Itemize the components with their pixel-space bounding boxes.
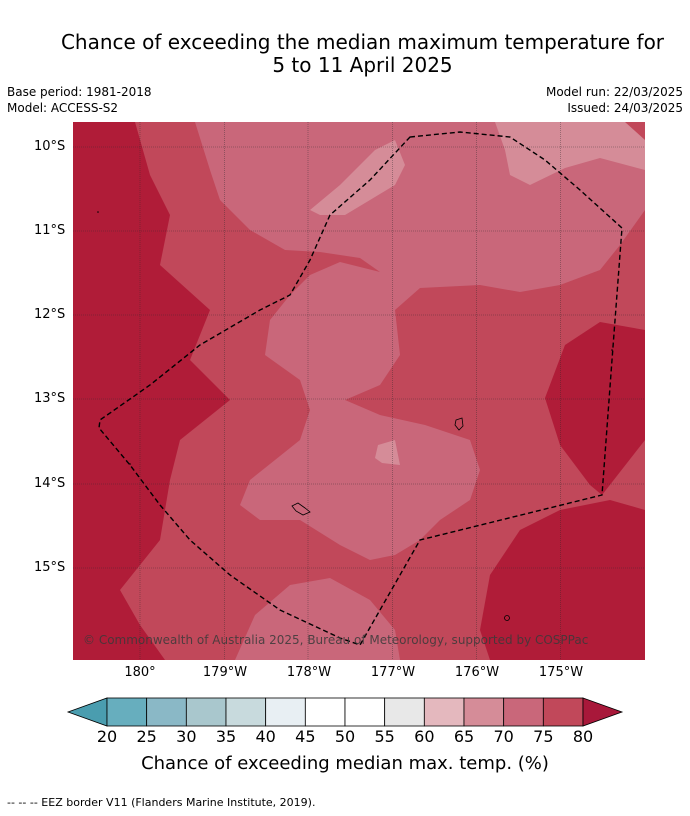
colorbar-segment [106, 697, 148, 727]
base-period: Base period: 1981-2018 [7, 85, 152, 99]
colorbar-over-arrow [582, 697, 624, 727]
region-70-central [195, 122, 645, 560]
colorbar-tick-label: 25 [136, 727, 157, 746]
region-80-southeast [480, 500, 645, 660]
lat-label-13s: 13°S [34, 391, 66, 406]
colorbar-tick-label: 60 [414, 727, 435, 746]
map-area [73, 122, 645, 660]
lon-label-176w: 176°W [454, 665, 500, 680]
lat-label-11s: 11°S [34, 223, 66, 238]
island-dot-southwest [129, 463, 131, 465]
colorbar-segment [265, 697, 306, 727]
colorbar-tick-label: 35 [215, 727, 237, 746]
island-futuna [291, 502, 311, 516]
island-dot-east [611, 349, 613, 351]
map-title: Chance of exceeding the median maximum t… [40, 31, 685, 77]
colorbar-segment [384, 697, 425, 727]
meta-left: Base period: 1981-2018 Model: ACCESS-S2 [7, 84, 152, 116]
region-65-northeast [495, 122, 645, 185]
lat-label-15s: 15°S [34, 560, 66, 575]
colorbar-segment [503, 697, 544, 727]
colorbar-tick-label: 70 [493, 727, 514, 746]
graticule [73, 122, 645, 660]
title-line-1: Chance of exceeding the median maximum t… [60, 30, 665, 54]
colorbar-tick-label: 20 [96, 727, 118, 746]
title-line-2: 5 to 11 April 2025 [272, 53, 453, 77]
colorbar-segment [304, 697, 346, 727]
meta-right: Model run: 22/03/2025 Issued: 24/03/2025 [546, 84, 683, 116]
lon-label-175w: 175°W [538, 665, 584, 680]
region-70-south [235, 578, 400, 660]
colorbar-tick-label: 80 [572, 727, 594, 746]
colorbar-segment [185, 697, 227, 727]
island-small-south [504, 615, 510, 621]
colorbar-under-arrow [66, 697, 108, 727]
colorbar-segment [225, 697, 267, 727]
region-65-patch [375, 440, 400, 465]
island-dot-west [97, 211, 99, 213]
colorbar-segment [423, 697, 465, 727]
colorbar-segment [463, 697, 505, 727]
region-80-west [73, 122, 230, 660]
colorbar [66, 697, 624, 727]
colorbar-tick-label: 75 [533, 727, 554, 746]
lon-label-180: 180° [124, 665, 156, 680]
colorbar-tick-label: 30 [176, 727, 197, 746]
colorbar-tick-label: 55 [374, 727, 395, 746]
lat-label-12s: 12°S [34, 307, 66, 322]
colorbar-segment [146, 697, 187, 727]
island-wallis [454, 417, 464, 431]
lon-label-179w: 179°W [202, 665, 248, 680]
model-run: Model run: 22/03/2025 [545, 85, 683, 99]
colorbar-label: Chance of exceeding median max. temp. (%… [141, 753, 549, 774]
model-name: Model: ACCESS-S2 [7, 101, 119, 115]
region-65-north [310, 140, 405, 215]
colorbar-tick-label: 45 [295, 727, 316, 746]
lat-label-10s: 10°S [34, 139, 66, 154]
colorbar-tick-label: 40 [255, 727, 276, 746]
lat-label-14s: 14°S [34, 476, 66, 491]
colorbar-segment [542, 697, 584, 727]
colorbar-tick-label: 50 [334, 727, 356, 746]
issued-date: Issued: 24/03/2025 [567, 101, 683, 115]
eez-footnote: -- -- -- EEZ border V11 (Flanders Marine… [7, 796, 316, 809]
lon-label-177w: 177°W [370, 665, 416, 680]
eez-border [98, 131, 623, 646]
copyright-notice: © Commonwealth of Australia 2025, Bureau… [83, 633, 589, 647]
lon-label-178w: 178°W [286, 665, 332, 680]
region-80-east [545, 322, 645, 495]
colorbar-segment [344, 697, 386, 727]
colorbar-tick-label: 65 [453, 727, 475, 746]
